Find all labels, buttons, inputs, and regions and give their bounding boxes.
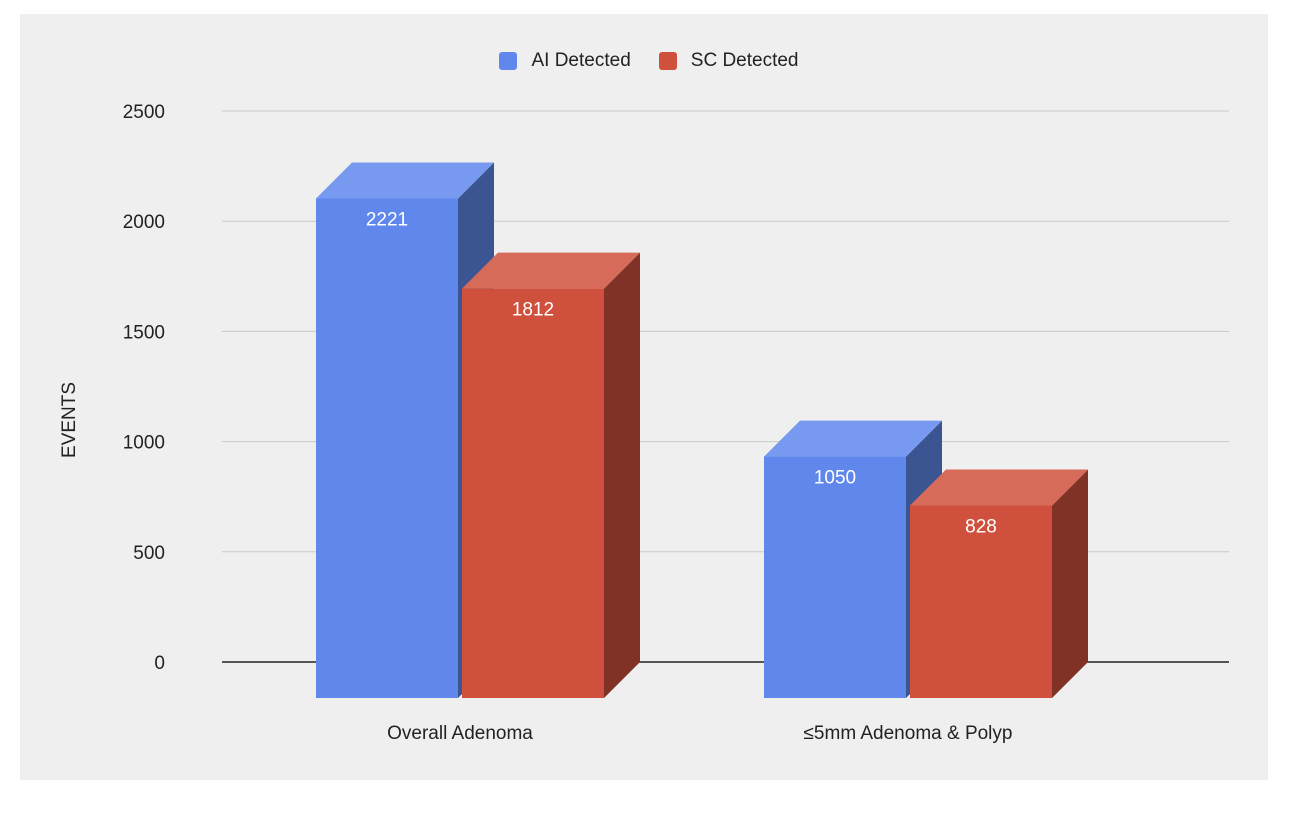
y-tick-label-1500: 1500 <box>123 322 165 343</box>
data-label-5mm-adenoma-polyp-sc-detected: 828 <box>965 517 997 538</box>
legend-item-ai-detected[interactable]: AI Detected <box>499 50 631 72</box>
data-label-5mm-adenoma-polyp-ai-detected: 1050 <box>814 468 856 489</box>
x-category-label-overall-adenoma: Overall Adenoma <box>387 723 533 744</box>
y-tick-label-0: 0 <box>154 653 165 674</box>
bar-5mm-adenoma-polyp-sc-detected <box>910 505 1052 698</box>
legend-label-ai-detected: AI Detected <box>531 50 631 71</box>
bar-side-5mm-adenoma-polyp-sc-detected <box>1052 469 1088 698</box>
y-tick-label-2000: 2000 <box>123 212 165 233</box>
bar-top-5mm-adenoma-polyp-ai-detected <box>764 420 942 457</box>
bar-5mm-adenoma-polyp-ai-detected <box>764 456 906 698</box>
legend-label-sc-detected: SC Detected <box>690 50 799 71</box>
legend-swatch-sc-detected <box>658 52 677 70</box>
bar-side-overall-adenoma-sc-detected <box>604 252 640 698</box>
bar-top-overall-adenoma-ai-detected <box>316 162 494 199</box>
legend-swatch-ai-detected <box>499 52 518 70</box>
legend-item-sc-detected[interactable]: SC Detected <box>658 50 799 72</box>
y-tick-label-2500: 2500 <box>123 102 165 123</box>
y-tick-label-500: 500 <box>133 543 165 564</box>
legend: AI Detected SC Detected <box>0 50 1298 72</box>
x-category-label-5mm-adenoma-polyp: ≤5mm Adenoma & Polyp <box>804 723 1013 744</box>
data-label-overall-adenoma-sc-detected: 1812 <box>512 300 554 321</box>
data-label-overall-adenoma-ai-detected: 2221 <box>366 209 408 230</box>
bar-overall-adenoma-sc-detected <box>462 288 604 698</box>
bar-top-overall-adenoma-sc-detected <box>462 252 640 289</box>
bar-top-5mm-adenoma-polyp-sc-detected <box>910 469 1088 506</box>
y-tick-label-1000: 1000 <box>123 433 165 454</box>
bar-overall-adenoma-ai-detected <box>316 198 458 699</box>
